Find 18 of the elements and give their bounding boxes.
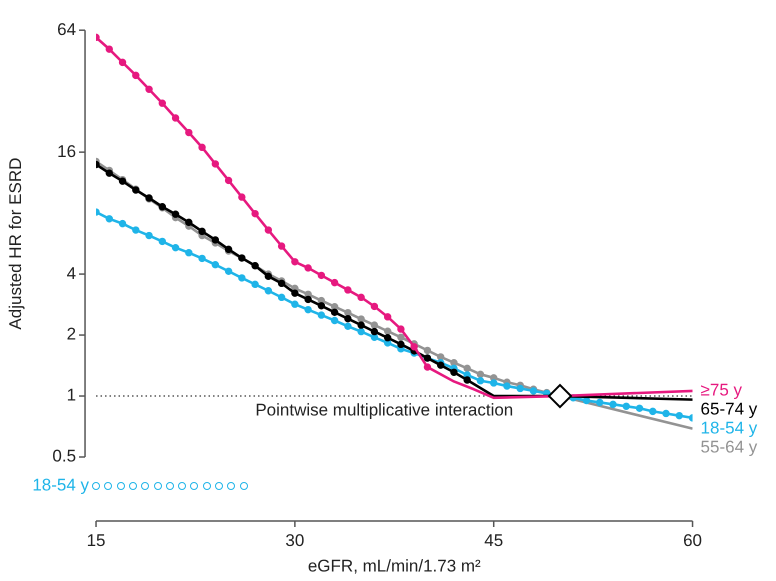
y-tick-label: 4 (66, 264, 76, 283)
series-label: 55-64 y (700, 438, 758, 457)
x-tick-label: 15 (86, 530, 106, 550)
y-tick-label: 0.5 (52, 446, 76, 466)
y-tick-label: 2 (66, 324, 76, 344)
y-axis-title: Adjusted HR for ESRD (6, 158, 25, 330)
x-tick-label: 45 (484, 530, 504, 550)
y-tick-label: 64 (57, 20, 76, 39)
series-label: 18-54 y (700, 418, 758, 438)
y-tick-label: 16 (57, 142, 76, 161)
text: 18-54 y (32, 476, 90, 495)
series-label: ≥75 y (700, 380, 743, 400)
x-tick-label: 60 (683, 530, 702, 550)
y-tick-label: 1 (66, 386, 76, 405)
x-tick-label: 30 (285, 530, 304, 550)
annotation: Pointwise multiplicative interaction (255, 400, 514, 420)
x-axis-title: eGFR, mL/min/1.73 m² (308, 556, 482, 576)
series-label: 65-74 y (700, 400, 758, 419)
